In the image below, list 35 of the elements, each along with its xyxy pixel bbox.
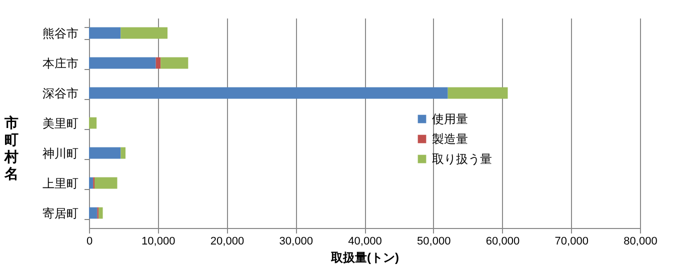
bar [98, 207, 103, 219]
x-tick-label: 40,000 [348, 236, 382, 248]
bar [89, 87, 448, 99]
x-tick-label: 10,000 [142, 236, 176, 248]
bar [448, 87, 508, 99]
bar [120, 27, 168, 39]
legend-label: 取り扱う量 [432, 152, 492, 166]
y-tick-label: 熊谷市 [42, 26, 78, 40]
bar [89, 117, 97, 129]
bar [94, 177, 118, 189]
bar [89, 177, 94, 189]
y-tick-label: 上里町 [42, 176, 78, 190]
y-axis-title: 市町村名 [4, 114, 18, 182]
x-axis-title: 取扱量(トン) [330, 250, 399, 264]
y-tick-label: 美里町 [42, 116, 78, 130]
x-tick-label: 80,000 [624, 236, 658, 248]
bar [156, 57, 161, 69]
x-tick-label: 70,000 [554, 236, 588, 248]
x-tick-label: 50,000 [417, 236, 451, 248]
bar [89, 147, 121, 159]
bar [89, 57, 156, 69]
bar [89, 27, 121, 39]
y-tick-label: 深谷市 [42, 86, 78, 100]
legend-label: 使用量 [432, 112, 468, 126]
x-tick-label: 60,000 [486, 236, 520, 248]
bar [89, 207, 98, 219]
y-tick-label: 神川町 [42, 146, 78, 160]
x-tick-label: 0 [86, 236, 93, 248]
legend-label: 製造量 [432, 132, 468, 146]
y-tick-label: 本庄市 [42, 56, 78, 70]
x-tick-label: 30,000 [279, 236, 313, 248]
bar [120, 147, 126, 159]
x-tick-label: 20,000 [210, 236, 244, 248]
bar [160, 57, 188, 69]
y-tick-label: 寄居町 [42, 206, 78, 220]
